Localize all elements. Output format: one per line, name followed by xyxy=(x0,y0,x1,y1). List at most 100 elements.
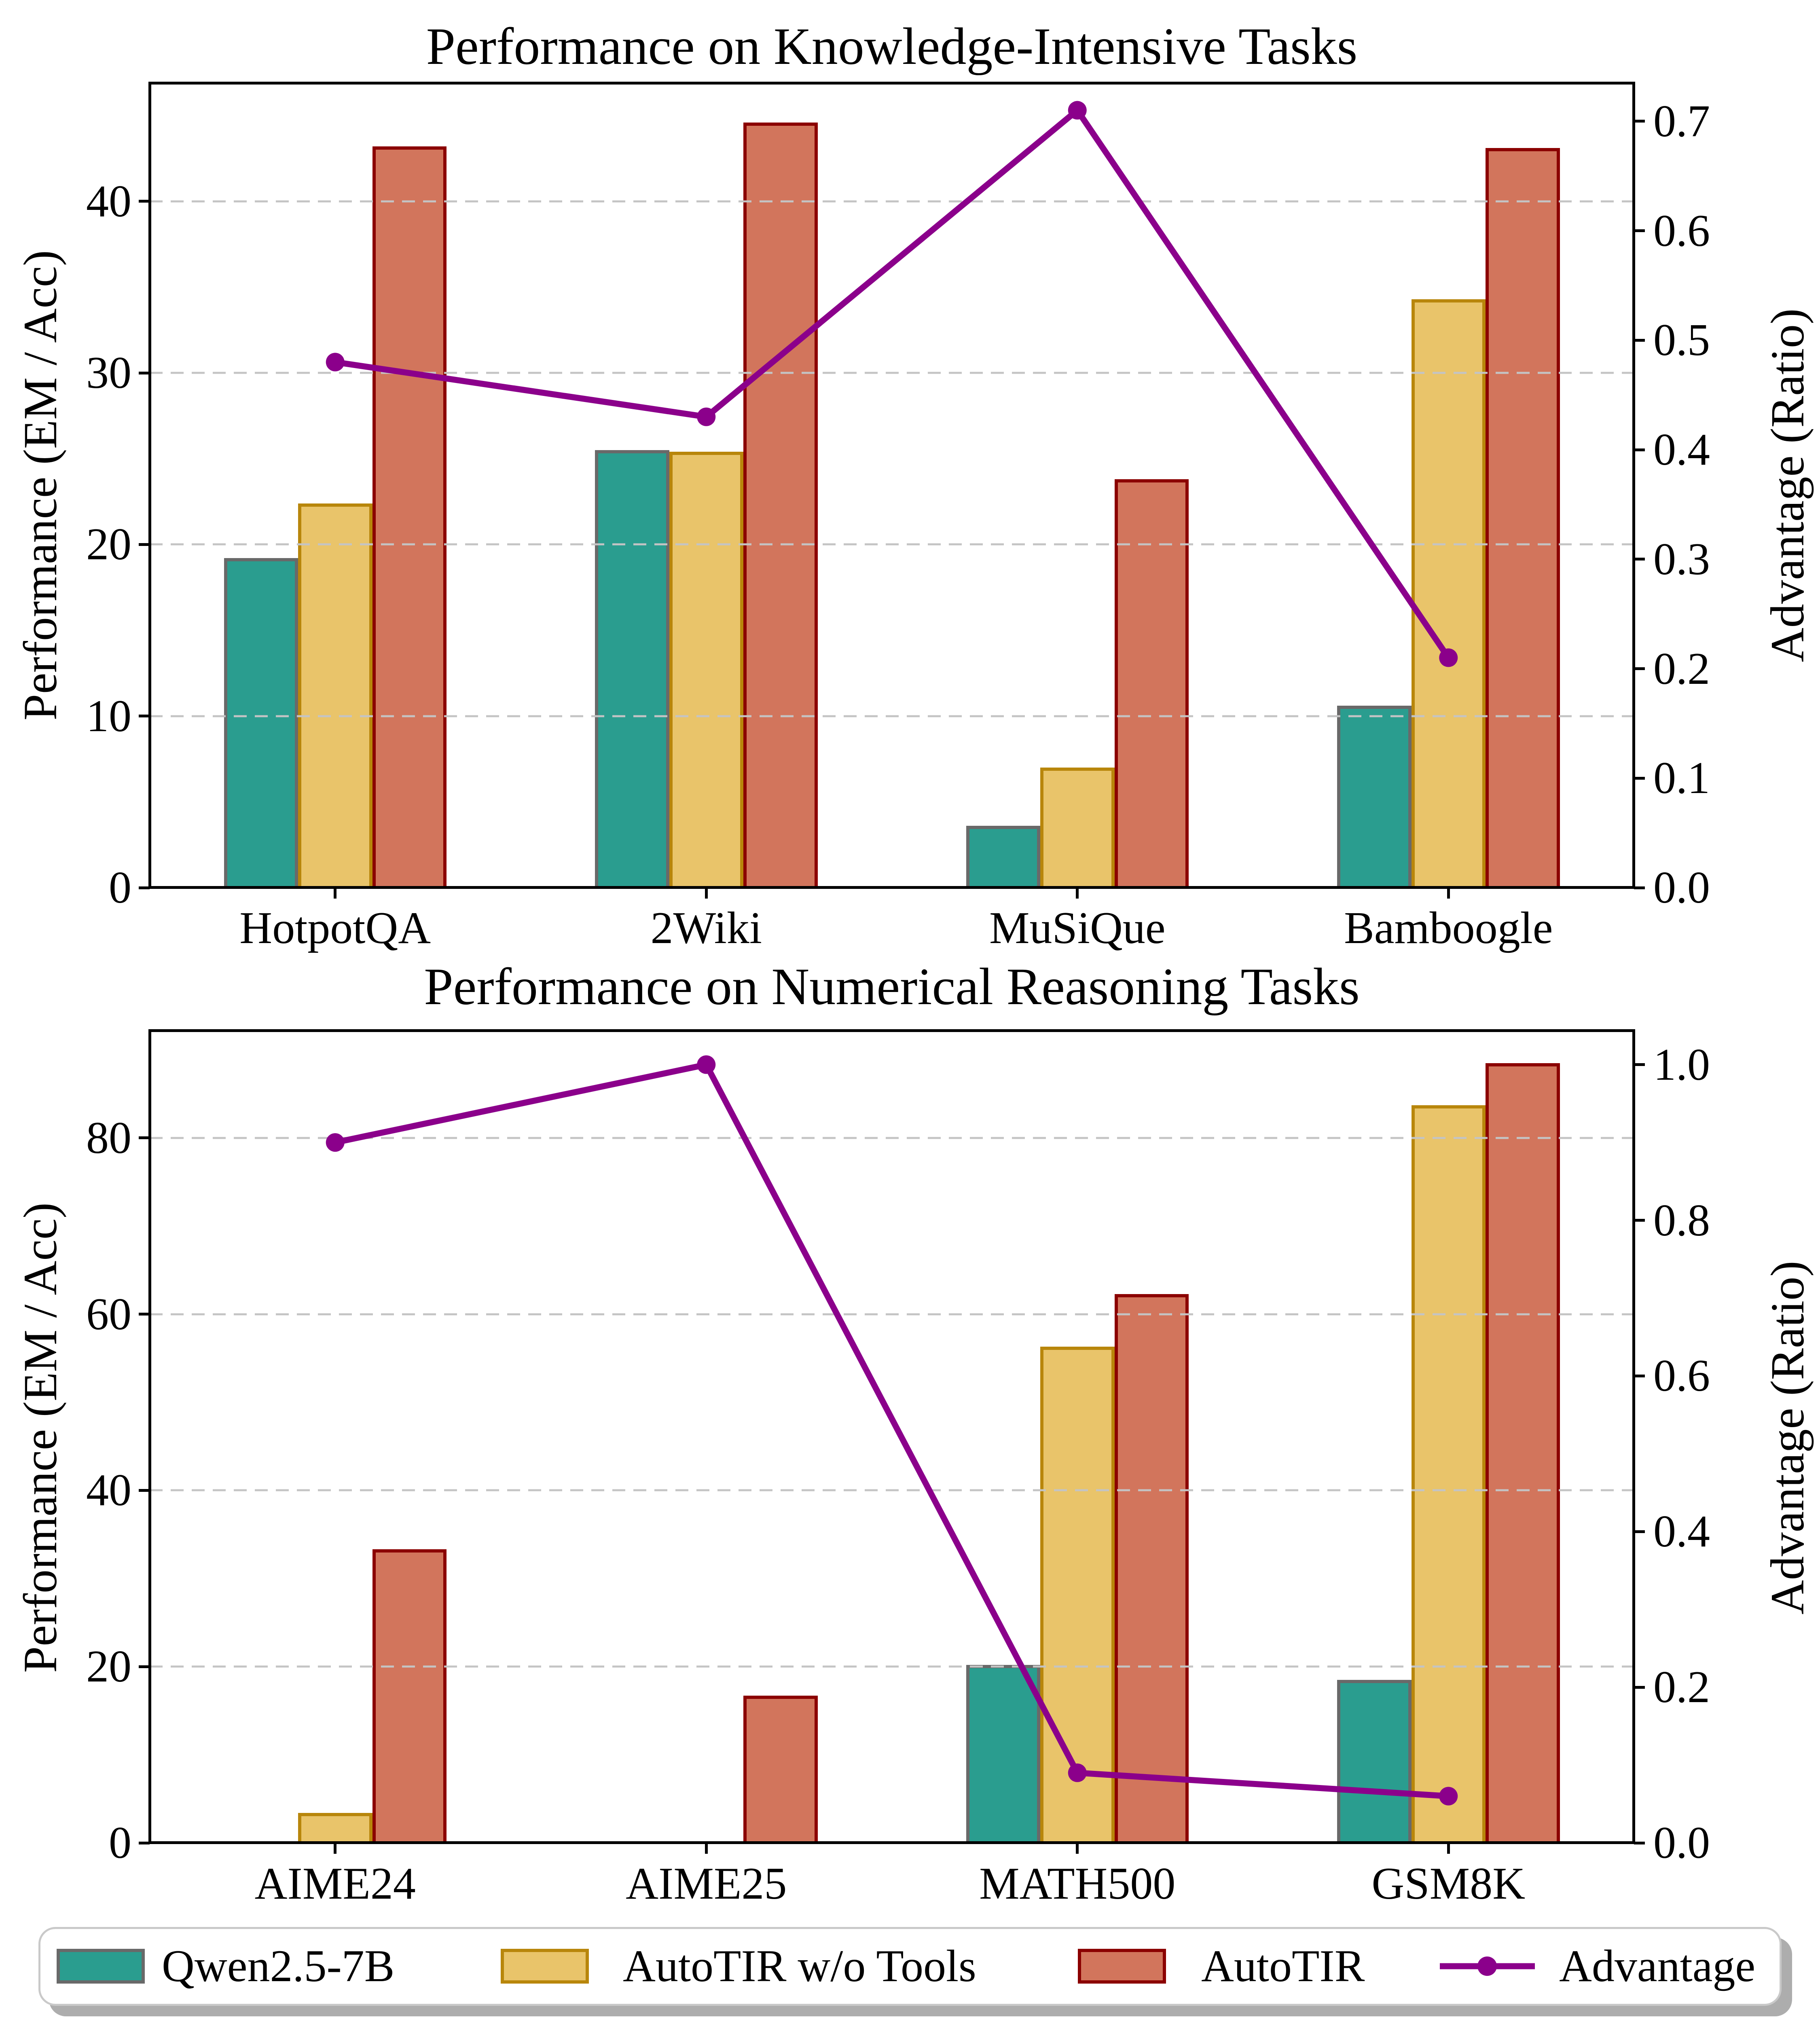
plot-frame-2 xyxy=(148,1029,1635,1844)
y-tick-label-right: 0.1 xyxy=(1653,753,1710,804)
y-tickmark-left xyxy=(139,1841,150,1844)
x-tick-label-math500: MATH500 xyxy=(979,1859,1176,1909)
gridline-20 xyxy=(150,1665,1634,1668)
gridline-40 xyxy=(150,1489,1634,1491)
advantage-point-aime24 xyxy=(326,1133,345,1152)
gridline-20 xyxy=(150,543,1634,546)
legend-label-qwen2-5-7b: Qwen2.5-7B xyxy=(162,1941,395,1991)
bar-autotir-bamboogle xyxy=(1486,148,1560,888)
advantage-point-musique xyxy=(1068,101,1087,120)
bar-autotir-w-o-tools-2wiki xyxy=(669,452,743,888)
y-tick-label-left: 20 xyxy=(86,519,131,570)
bar-autotir-w-o-tools-bamboogle xyxy=(1411,299,1486,888)
x-tickmark xyxy=(334,888,337,899)
y-tickmark-right xyxy=(1634,1530,1645,1533)
x-tick-label-2wiki: 2Wiki xyxy=(650,903,762,953)
legend-swatch-qwen2-5-7b xyxy=(57,1949,145,1984)
y-tick-label-left: 10 xyxy=(86,691,131,741)
legend-label-autotir: AutoTIR xyxy=(1201,1941,1365,1991)
chart2-right-axis-label: Advantage (Ratio) xyxy=(1761,1261,1814,1615)
y-tickmark-right xyxy=(1634,338,1645,342)
gridline-30 xyxy=(150,372,1634,374)
chart1-title: Performance on Knowledge-Intensive Tasks xyxy=(426,17,1358,76)
y-tick-label-right: 0.4 xyxy=(1653,425,1710,475)
y-tickmark-right xyxy=(1634,120,1645,123)
x-tick-label-musique: MuSiQue xyxy=(989,903,1166,953)
y-tickmark-right xyxy=(1634,1374,1645,1377)
x-tick-label-gsm8k: GSM8K xyxy=(1371,1859,1526,1909)
bar-autotir-w-o-tools-aime24 xyxy=(298,1813,372,1843)
gridline-40 xyxy=(150,200,1634,203)
bar-autotir-w-o-tools-math500 xyxy=(1040,1347,1115,1843)
bar-autotir-gsm8k xyxy=(1486,1063,1560,1843)
y-tick-label-left: 40 xyxy=(86,1465,131,1516)
y-tick-label-left: 40 xyxy=(86,176,131,226)
y-tickmark-left xyxy=(139,543,150,546)
y-tick-label-left: 30 xyxy=(86,348,131,398)
bar-autotir-aime24 xyxy=(372,1549,447,1843)
y-tick-label-right: 0.7 xyxy=(1653,96,1710,146)
x-tick-label-bamboogle: Bamboogle xyxy=(1344,903,1553,953)
bar-qwen2-5-7b-2wiki xyxy=(595,450,669,888)
legend-label-autotir-w-o-tools: AutoTIR w/o Tools xyxy=(623,1941,976,1991)
chart1-left-axis-label: Performance (EM / Acc) xyxy=(14,250,67,721)
bar-autotir-w-o-tools-hotpotqa xyxy=(298,503,372,888)
bar-autotir-musique xyxy=(1114,479,1189,888)
chart1-right-axis-label: Advantage (Ratio) xyxy=(1761,308,1814,662)
bar-autotir-2wiki xyxy=(743,122,818,888)
y-tickmark-right xyxy=(1634,558,1645,561)
y-tickmark-left xyxy=(139,200,150,203)
legend-line-dot xyxy=(1477,1956,1497,1976)
y-tickmark-right xyxy=(1634,667,1645,670)
y-tick-label-left: 20 xyxy=(86,1641,131,1692)
bar-autotir-w-o-tools-gsm8k xyxy=(1411,1105,1486,1843)
y-tickmark-right xyxy=(1634,229,1645,232)
bar-autotir-aime25 xyxy=(743,1696,818,1843)
y-tick-label-right: 0.5 xyxy=(1653,315,1710,366)
advantage-point-aime25 xyxy=(697,1055,716,1074)
gridline-80 xyxy=(150,1137,1634,1139)
y-tick-label-right: 0.2 xyxy=(1653,1662,1710,1713)
x-tick-label-aime24: AIME24 xyxy=(254,1859,416,1909)
x-tickmark xyxy=(1447,1843,1450,1854)
y-tick-label-right: 0.2 xyxy=(1653,643,1710,694)
advantage-point-bamboogle xyxy=(1439,648,1458,667)
y-tick-label-right: 0.0 xyxy=(1653,1818,1710,1868)
advantage-line-2 xyxy=(326,1055,1458,1806)
y-tick-label-left: 80 xyxy=(86,1113,131,1163)
y-tickmark-right xyxy=(1634,1063,1645,1066)
x-tickmark xyxy=(1447,888,1450,899)
y-tick-label-right: 0.6 xyxy=(1653,205,1710,256)
y-tickmark-right xyxy=(1634,1686,1645,1689)
y-tick-label-left: 0 xyxy=(109,863,131,913)
y-tick-label-right: 1.0 xyxy=(1653,1039,1710,1090)
y-tickmark-left xyxy=(139,1489,150,1492)
y-tick-label-right: 0.6 xyxy=(1653,1351,1710,1401)
bar-qwen2-5-7b-hotpotqa xyxy=(224,558,298,888)
y-tick-label-right: 0.8 xyxy=(1653,1195,1710,1246)
y-tickmark-right xyxy=(1634,1841,1645,1844)
x-tickmark xyxy=(334,1843,337,1854)
advantage-point-gsm8k xyxy=(1439,1787,1458,1806)
y-tickmark-right xyxy=(1634,448,1645,451)
y-tickmark-left xyxy=(139,886,150,889)
x-tickmark xyxy=(1076,888,1079,899)
y-tickmark-right xyxy=(1634,776,1645,780)
bar-qwen2-5-7b-musique xyxy=(966,826,1040,888)
advantage-polyline xyxy=(334,1061,1449,1800)
advantage-point-hotpotqa xyxy=(326,353,345,372)
gridline-60 xyxy=(150,1313,1634,1316)
y-tickmark-right xyxy=(1634,886,1645,889)
bar-autotir-hotpotqa xyxy=(372,146,447,888)
bar-qwen2-5-7b-bamboogle xyxy=(1337,706,1412,888)
x-tickmark xyxy=(705,888,708,899)
advantage-line-1 xyxy=(326,101,1458,667)
bar-qwen2-5-7b-gsm8k xyxy=(1337,1679,1412,1843)
x-tickmark xyxy=(705,1843,708,1854)
y-tick-label-left: 0 xyxy=(109,1818,131,1868)
legend-label-advantage: Advantage xyxy=(1559,1941,1756,1991)
y-tick-label-right: 0.0 xyxy=(1653,863,1710,913)
legend-swatch-autotir xyxy=(1078,1949,1166,1984)
y-tickmark-right xyxy=(1634,1219,1645,1222)
